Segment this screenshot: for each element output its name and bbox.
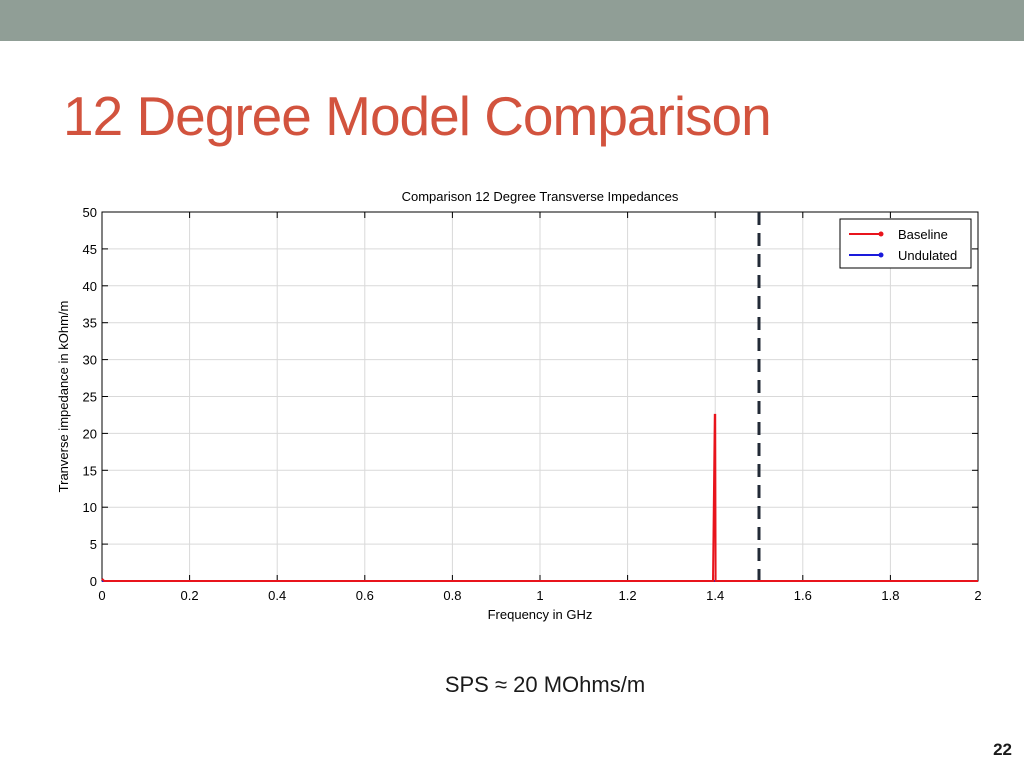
x-tick-label: 0.2	[181, 588, 199, 603]
chart-legend: Baseline Undulated	[839, 218, 972, 269]
y-tick-label: 45	[83, 242, 97, 257]
y-tick-label: 5	[90, 537, 97, 552]
y-tick-label: 50	[83, 205, 97, 220]
x-tick-label: 1.6	[794, 588, 812, 603]
data-series	[101, 413, 978, 582]
x-tick-label: 0.8	[443, 588, 461, 603]
legend-marker-baseline	[878, 231, 884, 237]
y-axis-label: Tranverse impedance in kOhm/m	[56, 301, 71, 493]
x-tick-label: 0.4	[268, 588, 286, 603]
chart-svg: 0 0.2 0.4 0.6 0.8 1 1.2 1.4 1.6 1.8 20510152025303…	[56, 189, 982, 622]
y-tick-label: 40	[83, 279, 97, 294]
legend-box	[839, 218, 972, 269]
slide-subtitle: SPS ≈ 20 MOhms/m	[444, 672, 646, 697]
x-tick-label: 1.8	[881, 588, 899, 603]
y-tick-label: 10	[83, 500, 97, 515]
legend-marker-undulated	[878, 252, 884, 258]
y-tick-label: 25	[83, 390, 97, 405]
x-tick-label: 0.6	[356, 588, 374, 603]
x-tick-label: 1.2	[619, 588, 637, 603]
slide-title: 12 Degree Model Comparison	[63, 85, 772, 147]
y-tick-label: 15	[83, 463, 97, 478]
chart-title: Comparison 12 Degree Transverse Impedanc…	[402, 189, 679, 204]
y-tick-label: 0	[90, 574, 97, 589]
x-tick-label: 1.4	[706, 588, 724, 603]
x-tick-label: 0	[98, 588, 105, 603]
legend-label-baseline: Baseline	[898, 227, 948, 242]
y-tick-label: 30	[83, 353, 97, 368]
top-bar	[0, 0, 1024, 41]
x-tick-label: 2	[974, 588, 981, 603]
series-baseline-line	[101, 413, 978, 582]
x-axis-label: Frequency in GHz	[488, 607, 593, 622]
y-tick-label: 20	[83, 426, 97, 441]
x-tick-label: 1	[536, 588, 543, 603]
tick-labels: 0 0.2 0.4 0.6 0.8 1 1.2 1.4 1.6 1.8 20510152025303…	[83, 205, 982, 603]
legend-label-undulated: Undulated	[898, 248, 957, 263]
impedance-chart: 0 0.2 0.4 0.6 0.8 1 1.2 1.4 1.6 1.8 2 0 5 10 15 20 25 30 3…	[0, 180, 1024, 630]
y-tick-label: 35	[83, 316, 97, 331]
page-number: 22	[993, 740, 1012, 759]
